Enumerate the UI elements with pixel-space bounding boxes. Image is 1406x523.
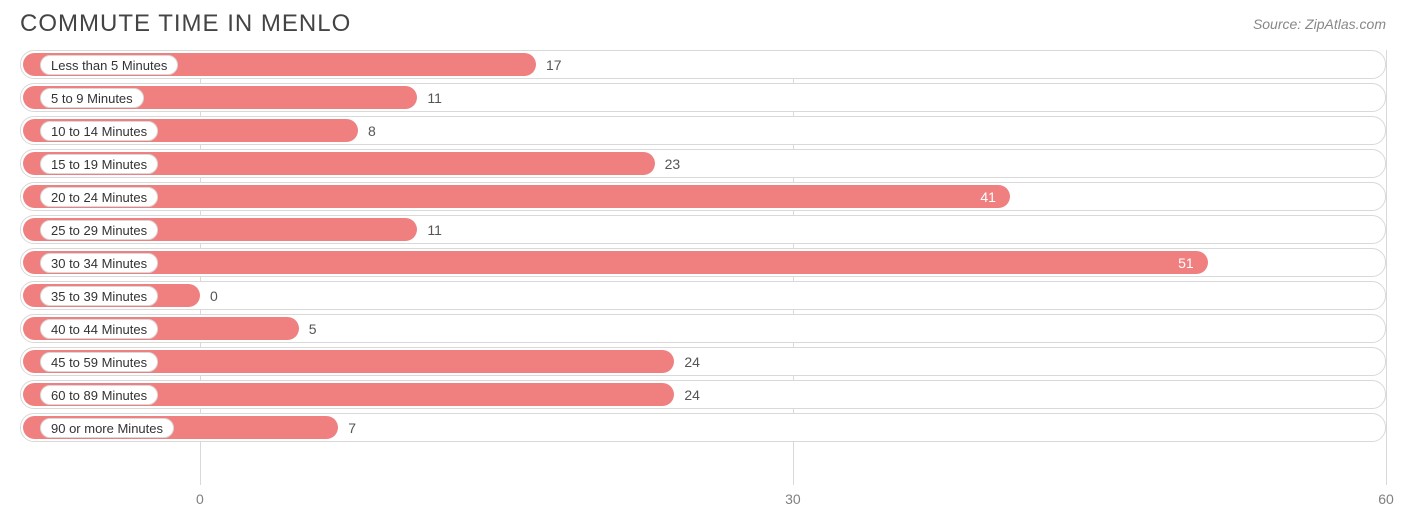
category-label: 90 or more Minutes xyxy=(40,418,174,438)
category-label: 35 to 39 Minutes xyxy=(40,286,158,306)
value-label: 0 xyxy=(210,288,218,304)
bar-row: 45 to 59 Minutes 24 xyxy=(20,347,1386,376)
bar-row: Less than 5 Minutes 17 xyxy=(20,50,1386,79)
value-label: 11 xyxy=(427,222,442,238)
value-label: 7 xyxy=(348,420,356,436)
value-label: 8 xyxy=(368,123,376,139)
value-label: 23 xyxy=(665,156,681,172)
category-label: Less than 5 Minutes xyxy=(40,55,178,75)
source-attribution: Source: ZipAtlas.com xyxy=(1253,10,1386,32)
chart-title: COMMUTE TIME IN MENLO xyxy=(20,10,351,38)
bar-row: 20 to 24 Minutes 41 xyxy=(20,182,1386,211)
category-label: 60 to 89 Minutes xyxy=(40,385,158,405)
x-axis: 03060 xyxy=(20,491,1386,511)
value-label: 17 xyxy=(546,57,562,73)
chart-plot-area: Less than 5 Minutes 17 5 to 9 Minutes 11 10 … xyxy=(20,50,1386,485)
bar-track xyxy=(20,281,1386,310)
bar-row: 60 to 89 Minutes 24 xyxy=(20,380,1386,409)
x-axis-tick-label: 30 xyxy=(785,491,801,507)
category-label: 30 to 34 Minutes xyxy=(40,253,158,273)
gridline xyxy=(1386,50,1387,485)
bar-row: 25 to 29 Minutes 11 xyxy=(20,215,1386,244)
category-label: 15 to 19 Minutes xyxy=(40,154,158,174)
value-label: 11 xyxy=(427,90,442,106)
bar-row: 15 to 19 Minutes 23 xyxy=(20,149,1386,178)
category-label: 10 to 14 Minutes xyxy=(40,121,158,141)
x-axis-tick-label: 0 xyxy=(196,491,204,507)
category-label: 20 to 24 Minutes xyxy=(40,187,158,207)
value-label: 41 xyxy=(980,189,996,205)
bar-row: 90 or more Minutes 7 xyxy=(20,413,1386,442)
bar-row: 40 to 44 Minutes 5 xyxy=(20,314,1386,343)
bar-row: 30 to 34 Minutes 51 xyxy=(20,248,1386,277)
bar-fill xyxy=(23,185,1010,208)
bar-row: 5 to 9 Minutes 11 xyxy=(20,83,1386,112)
x-axis-tick-label: 60 xyxy=(1378,491,1394,507)
bar-fill xyxy=(23,251,1208,274)
value-label: 24 xyxy=(684,354,700,370)
value-label: 24 xyxy=(684,387,700,403)
category-label: 45 to 59 Minutes xyxy=(40,352,158,372)
value-label: 5 xyxy=(309,321,317,337)
bar-row: 10 to 14 Minutes 8 xyxy=(20,116,1386,145)
category-label: 40 to 44 Minutes xyxy=(40,319,158,339)
value-label: 51 xyxy=(1178,255,1194,271)
category-label: 5 to 9 Minutes xyxy=(40,88,144,108)
bar-rows-container: Less than 5 Minutes 17 5 to 9 Minutes 11 10 … xyxy=(20,50,1386,442)
category-label: 25 to 29 Minutes xyxy=(40,220,158,240)
bar-row: 35 to 39 Minutes 0 xyxy=(20,281,1386,310)
